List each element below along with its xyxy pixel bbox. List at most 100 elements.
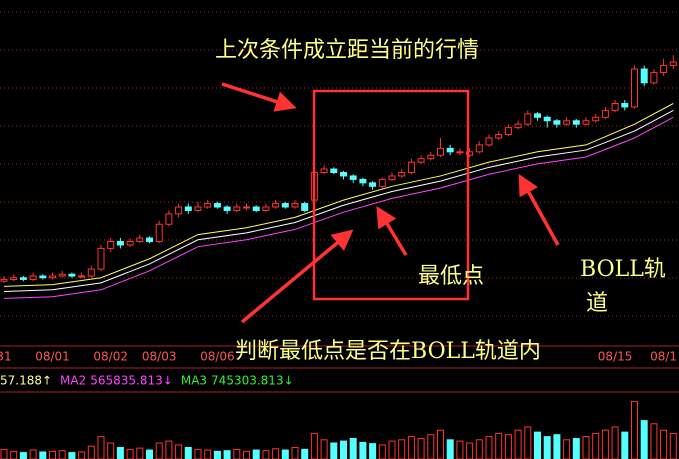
volume-bar [340, 440, 347, 459]
volume-bar [446, 439, 454, 459]
candle-body [155, 223, 163, 242]
candle-body [223, 206, 231, 211]
ma-value: 745303.813↓ [211, 374, 294, 388]
volume-bar [495, 432, 503, 459]
arrow [240, 229, 354, 324]
volume-bar [58, 450, 66, 459]
volume-bar [243, 450, 250, 459]
candle-body [175, 206, 183, 215]
candle-body [97, 247, 105, 270]
candle-body [563, 120, 571, 125]
x-tick-label: 08/1 [650, 350, 677, 364]
candle-body [340, 172, 347, 177]
volume-bar [417, 438, 425, 459]
candle-body [29, 275, 37, 280]
candle-body [427, 154, 435, 160]
candle-body [136, 237, 144, 243]
arrows [221, 82, 560, 324]
ma-value: 57.188↑ [0, 374, 52, 388]
arrow [221, 82, 297, 112]
volume-bar [427, 434, 435, 459]
volume-bar [504, 434, 512, 459]
highlight-box [312, 89, 470, 301]
candle-body [262, 206, 270, 211]
volume-bar [582, 436, 590, 459]
x-tick-label: 08/01 [35, 350, 70, 364]
volume-bar [10, 450, 18, 459]
candle-body [660, 65, 668, 73]
x-tick-label: 08/06 [200, 350, 235, 364]
candle-body [49, 275, 56, 279]
volume-bar [233, 448, 241, 459]
volume-bar [223, 450, 231, 459]
candle-body [504, 127, 512, 136]
candle-body [378, 178, 386, 187]
x-tick-label: 31 [0, 350, 12, 364]
volume-bar [407, 436, 415, 459]
candle-body [495, 134, 503, 139]
candle-body [650, 71, 658, 84]
volume-bar [272, 448, 280, 459]
volume-bar [524, 426, 532, 459]
x-tick-label: 08/02 [93, 350, 128, 364]
candle-body [349, 175, 357, 180]
candle-body [10, 277, 18, 280]
candle-body [524, 113, 532, 125]
candle-body [572, 120, 580, 125]
volume-bar [611, 426, 619, 459]
candle-body [213, 203, 221, 208]
volume-bar [378, 444, 386, 459]
candle-body [437, 147, 444, 156]
annotation-boll: 道 [586, 291, 608, 316]
candle-body [272, 203, 280, 208]
candle-body [553, 120, 561, 125]
volume-bar [301, 448, 309, 459]
volume-bar [87, 445, 95, 459]
volume-bar [204, 449, 212, 459]
volume-bar [485, 436, 493, 459]
candle-body [359, 178, 367, 184]
candle-body [388, 175, 396, 180]
candle-body [107, 241, 115, 249]
volume-bar [388, 440, 396, 459]
candle-body [19, 277, 27, 280]
volume-bar [146, 449, 153, 459]
plot: 31 08/01 08/02 08/03 08/06 08/15 08/1 57.188↑ MA… [0, 55, 677, 459]
candle-body [165, 213, 173, 225]
volume-bar [553, 434, 561, 459]
x-tick-label: 08/15 [598, 350, 633, 364]
volume-bar [514, 429, 522, 459]
volume-bar [291, 446, 299, 459]
volume-bar [0, 448, 8, 459]
volume-bar [640, 420, 648, 459]
boll-line [3, 103, 674, 287]
candle-body [194, 206, 202, 211]
volume-bar [601, 429, 609, 459]
candle-body [68, 273, 76, 277]
candle-body [582, 120, 590, 125]
volume-bar [78, 451, 86, 459]
volume-bar [572, 438, 580, 459]
candle-body [281, 203, 289, 208]
candle-body [330, 168, 338, 174]
candle-body [252, 206, 260, 211]
candle-body [146, 237, 153, 243]
boll-line [3, 116, 674, 299]
volume-bar [252, 449, 260, 459]
candle-body [543, 116, 551, 122]
candle-body [204, 203, 212, 208]
volume-bar [194, 448, 202, 459]
volume-bar [475, 439, 483, 459]
volume-bar [19, 452, 27, 459]
arrow [376, 206, 408, 256]
candle-body [233, 206, 241, 211]
candle-body [621, 103, 629, 108]
candle-body [475, 144, 483, 153]
volume-bar [175, 444, 183, 459]
candle-body [78, 275, 86, 278]
candle-body [301, 203, 309, 211]
boll-line [3, 109, 674, 293]
candle-body [534, 113, 541, 118]
volume-bar [49, 450, 56, 459]
